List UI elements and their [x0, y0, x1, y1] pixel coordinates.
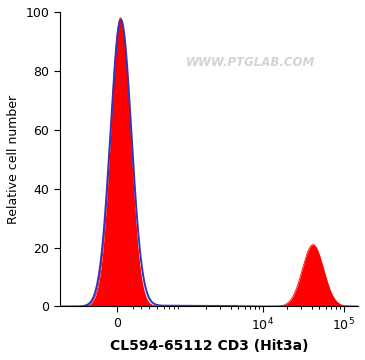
- Y-axis label: Relative cell number: Relative cell number: [7, 95, 20, 224]
- X-axis label: CL594-65112 CD3 (Hit3a): CL594-65112 CD3 (Hit3a): [110, 339, 308, 353]
- Text: WWW.PTGLAB.COM: WWW.PTGLAB.COM: [186, 55, 315, 68]
